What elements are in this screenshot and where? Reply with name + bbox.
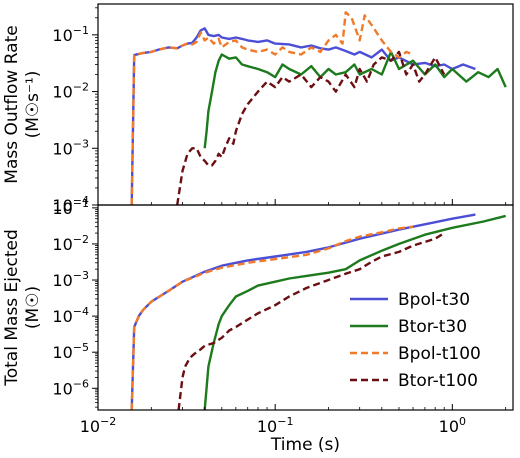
series-line-bpol-t100 [130, 11, 414, 205]
series-line-btor-t30 [203, 214, 506, 410]
y-axis-label: Mass Outflow Rate [2, 25, 22, 183]
series-line-btor-t30 [203, 50, 507, 149]
tick-label: 10−3 [52, 269, 89, 290]
tick-label: 10−5 [52, 341, 89, 362]
tick-label: 10−6 [52, 377, 89, 398]
series-line-bpol-t100 [130, 225, 414, 410]
legend-label: Btor-t30 [398, 317, 467, 337]
tick-label: 10−2 [52, 233, 89, 254]
series-line-bpol-t30 [130, 27, 476, 205]
tick-label: 10−2 [52, 81, 89, 102]
series-group [130, 213, 506, 410]
y-axis-unit: (M☉) [23, 286, 43, 329]
tick-label: 10−1 [52, 197, 89, 218]
legend-label: Bpol-t100 [398, 344, 481, 364]
x-axis-label: Time (s) [270, 435, 340, 455]
series-group [130, 11, 507, 205]
tick-label: 10−4 [52, 305, 89, 326]
tick-label: 10−1 [257, 415, 294, 436]
tick-label: 10−1 [52, 24, 89, 45]
series-line-btor-t100 [176, 50, 446, 205]
plot-frame [97, 3, 514, 206]
legend: Bpol-t30 Btor-t30 Bpol-t100 Btor-t100 [350, 290, 481, 391]
tick-label: 10−3 [52, 137, 89, 158]
bottom-panel-total-mass-ejected: 10−1 10−2 10−3 10−4 10−5 10−6 10−2 10−1 100 Total… [2, 197, 514, 455]
tick-label: 10−2 [80, 415, 117, 436]
tick-label: 10−4 [52, 194, 89, 215]
series-line-btor-t100 [177, 232, 445, 410]
plot-frame [97, 204, 514, 411]
legend-label: Bpol-t30 [398, 290, 470, 310]
tick-label: 100 [439, 415, 466, 436]
y-axis-unit: (M☉s⁻¹) [23, 71, 43, 139]
legend-label: Btor-t100 [398, 371, 478, 391]
top-panel-mass-outflow-rate: 10−1 10−2 10−3 10−4 Mass Outflow Rate (M☉s⁻¹) [2, 3, 514, 215]
y-axis-label: Total Mass Ejected [2, 229, 22, 387]
